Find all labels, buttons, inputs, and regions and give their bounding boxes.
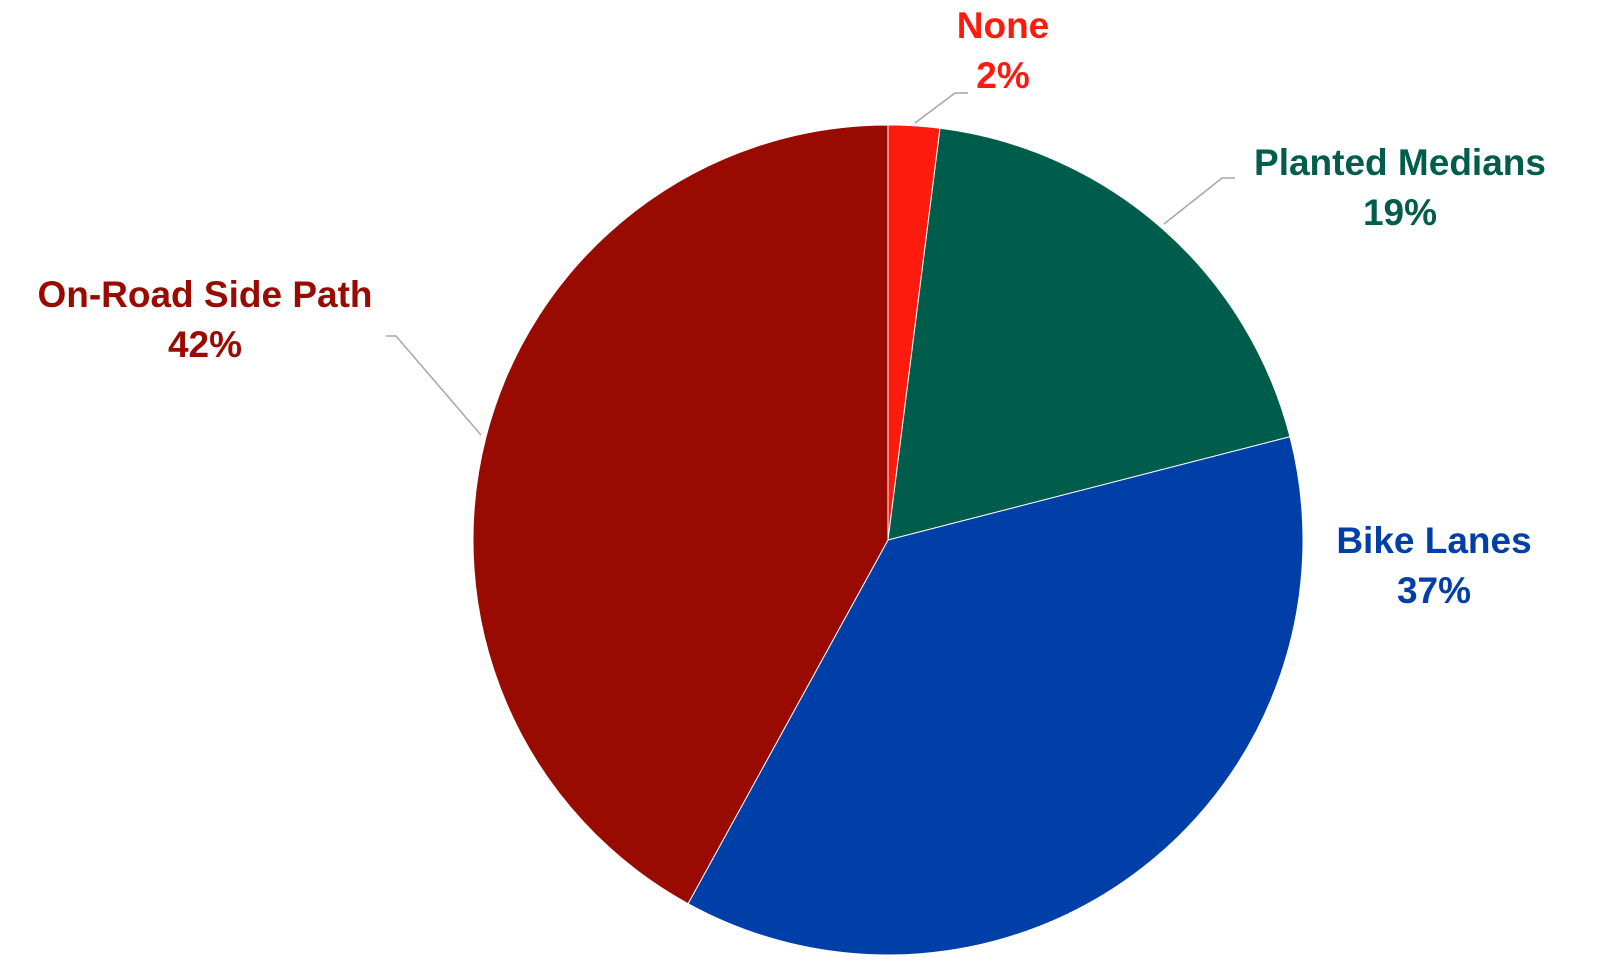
- value-label-bike-lanes: 37%: [1397, 570, 1471, 611]
- leader-line-on-road-side-path: [386, 335, 482, 436]
- label-bike-lanes: Bike Lanes: [1336, 520, 1531, 561]
- label-on-road-side-path: On-Road Side Path: [37, 274, 372, 315]
- value-label-none: 2%: [976, 55, 1029, 96]
- label-none: None: [957, 5, 1050, 46]
- label-planted-medians: Planted Medians: [1254, 142, 1546, 183]
- value-label-planted-medians: 19%: [1363, 192, 1437, 233]
- leader-line-planted-medians: [1163, 177, 1235, 225]
- slice-planted-medians: [887, 127, 1291, 541]
- leader-line-none: [914, 92, 968, 124]
- leader-lines: [386, 92, 1235, 436]
- slice-bike-lanes: [687, 436, 1304, 956]
- value-label-on-road-side-path: 42%: [168, 324, 242, 365]
- pie-slices: [472, 124, 1304, 956]
- data-labels: None 2% Planted Medians 19% Bike Lanes 37% On-…: [37, 5, 1546, 611]
- slice-on-road-side-path: [472, 124, 889, 905]
